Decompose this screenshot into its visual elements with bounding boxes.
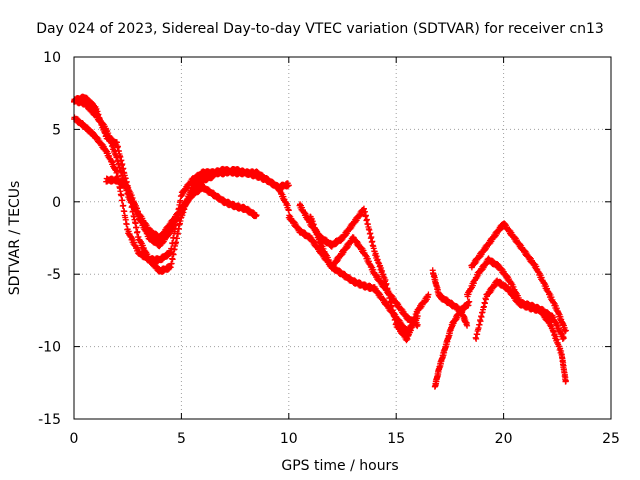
data-point <box>362 212 369 219</box>
series-arc-4 <box>103 171 217 242</box>
data-point <box>120 202 127 209</box>
data-point <box>253 212 260 219</box>
data-point <box>119 197 126 204</box>
data-point <box>425 291 432 298</box>
x-tick-label: 10 <box>280 431 298 447</box>
y-tick-label: -10 <box>38 340 61 356</box>
data-point <box>464 322 471 329</box>
series-arc-9 <box>429 267 471 329</box>
plot-frame <box>73 56 612 420</box>
data-point <box>560 335 567 342</box>
x-tick-label: 0 <box>70 431 79 447</box>
series-arc-11 <box>472 277 569 385</box>
data-points <box>71 93 569 390</box>
data-point <box>113 139 120 146</box>
data-point <box>481 300 488 307</box>
data-point <box>562 327 569 334</box>
data-point <box>210 171 217 178</box>
data-point <box>169 256 176 263</box>
x-tick-label: 25 <box>602 431 620 447</box>
y-axis-label: SDTVAR / TECUs <box>7 181 23 296</box>
data-point <box>174 235 181 242</box>
data-point <box>133 224 140 231</box>
series-arc-10 <box>468 220 569 335</box>
x-tick-label: 20 <box>495 431 513 447</box>
chart-title: Day 024 of 2023, Sidereal Day-to-day VTE… <box>36 21 604 37</box>
x-tick-label: 15 <box>387 431 405 447</box>
y-tick-label: 5 <box>52 122 61 138</box>
y-tick-label: -5 <box>47 267 61 283</box>
y-tick-label: 0 <box>52 195 61 211</box>
data-point <box>285 182 292 189</box>
data-point <box>466 298 473 305</box>
data-point <box>562 378 569 385</box>
y-tick-label: 10 <box>43 50 61 66</box>
series-arc-7 <box>307 213 421 330</box>
x-tick-label: 5 <box>177 431 186 447</box>
series-arc-8 <box>431 298 473 390</box>
axis-ticks: 0 5 10 15 20 25 10 5 0 -5 -10 -15 <box>38 50 620 447</box>
data-point <box>134 228 141 235</box>
data-point <box>414 321 421 328</box>
series-arc-6 <box>296 201 432 344</box>
data-point <box>123 221 130 228</box>
data-point <box>285 207 292 214</box>
data-point <box>382 276 389 283</box>
series-arc-12 <box>464 255 567 342</box>
data-point <box>174 230 181 237</box>
data-point <box>477 318 484 325</box>
x-axis-label: GPS time / hours <box>281 458 398 474</box>
y-tick-label: -15 <box>38 412 61 428</box>
